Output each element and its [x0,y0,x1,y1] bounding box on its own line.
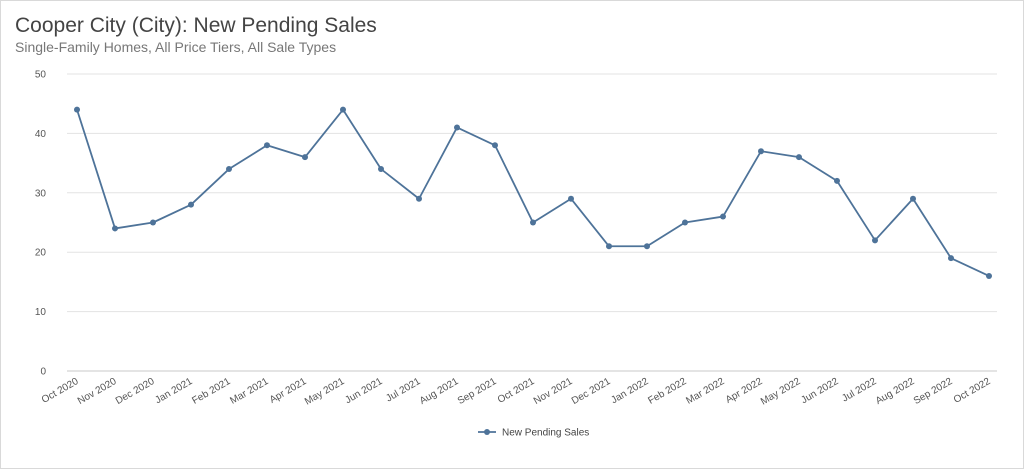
chart-subtitle: Single-Family Homes, All Price Tiers, Al… [15,39,337,55]
x-tick-label: Dec 2021 [570,376,613,407]
x-tick-label: Jul 2021 [384,376,423,405]
y-axis: 0 10 20 30 40 50 [35,70,47,378]
data-point[interactable] [226,166,232,173]
data-point[interactable] [150,219,156,226]
data-point[interactable] [454,124,460,131]
x-tick-label: Jun 2021 [343,376,385,406]
x-tick-label: Feb 2021 [190,376,232,407]
x-tick-label: Dec 2020 [114,376,157,407]
data-point[interactable] [302,154,308,161]
x-tick-label: Apr 2022 [724,376,765,406]
data-point[interactable] [644,243,650,250]
legend[interactable]: New Pending Sales [478,428,589,439]
x-tick-label: Nov 2021 [532,376,575,407]
x-tick-label: Mar 2022 [684,376,726,407]
data-point[interactable] [264,142,270,149]
x-tick-label: May 2022 [759,376,803,408]
legend-marker [484,429,490,435]
data-point[interactable] [986,272,992,279]
x-tick-label: Aug 2022 [874,376,917,407]
x-tick-label: Apr 2021 [268,376,309,406]
data-point[interactable] [74,106,80,113]
y-tick-label: 30 [35,188,47,199]
data-point[interactable] [188,201,194,208]
y-tick-label: 10 [35,307,47,318]
x-tick-label: Aug 2021 [418,376,461,407]
data-point[interactable] [112,225,118,232]
series-layer [74,106,992,279]
data-point[interactable] [872,237,878,244]
data-point[interactable] [948,255,954,262]
x-tick-label: Jun 2022 [799,376,841,406]
y-tick-label: 50 [35,70,47,81]
legend-label: New Pending Sales [502,428,589,439]
y-tick-label: 40 [35,129,47,140]
x-tick-label: Oct 2020 [40,376,81,406]
data-point[interactable] [340,106,346,113]
y-tick-label: 20 [35,248,47,259]
x-tick-label: May 2021 [303,376,347,408]
data-point[interactable] [492,142,498,149]
data-point[interactable] [758,148,764,155]
x-tick-label: Nov 2020 [76,376,119,407]
data-point[interactable] [416,195,422,202]
data-point[interactable] [720,213,726,220]
x-tick-label: Jul 2022 [840,376,879,405]
data-point[interactable] [530,219,536,226]
x-tick-label: Feb 2022 [646,376,688,407]
x-tick-label: Jan 2022 [609,376,651,406]
x-tick-label: Oct 2021 [496,376,537,406]
data-point[interactable] [910,195,916,202]
data-point[interactable] [796,154,802,161]
x-tick-label: Sep 2022 [912,376,955,407]
data-point[interactable] [682,219,688,226]
x-tick-label: Jan 2021 [153,376,195,406]
data-point[interactable] [378,166,384,173]
x-tick-label: Sep 2021 [456,376,499,407]
x-tick-label: Mar 2021 [228,376,270,407]
data-point[interactable] [606,243,612,250]
y-tick-label: 0 [40,367,46,378]
chart-title: Cooper City (City): New Pending Sales [15,14,377,37]
x-tick-label: Oct 2022 [952,376,993,406]
data-point[interactable] [568,195,574,202]
data-point[interactable] [834,177,840,184]
gridlines [67,73,997,372]
